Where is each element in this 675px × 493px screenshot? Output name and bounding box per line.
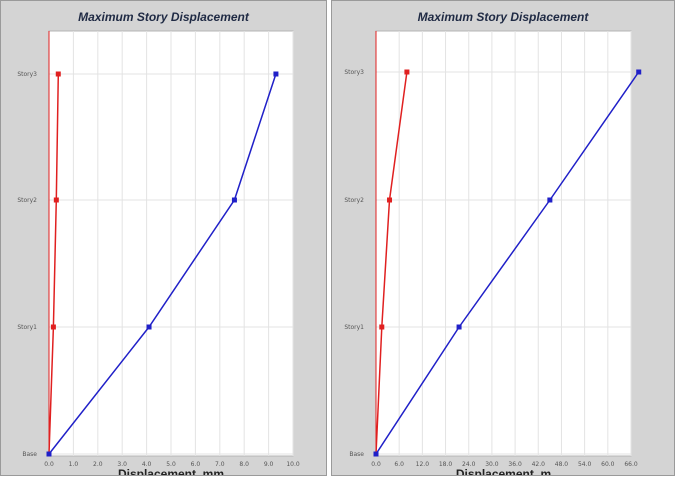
series-point-0 — [50, 324, 56, 330]
series-point-0 — [55, 71, 61, 77]
y-tick-label: Story1 — [344, 324, 364, 331]
series-point-1 — [547, 197, 553, 203]
x-tick-label: 10.0 — [286, 461, 300, 468]
x-tick-label: 42.0 — [532, 461, 546, 468]
chart-title: Maximum Story Displacement — [418, 10, 590, 24]
series-point-0 — [53, 197, 59, 203]
series-point-1 — [231, 197, 237, 203]
y-tick-label: Story3 — [344, 69, 364, 76]
x-tick-label: 4.0 — [142, 461, 152, 468]
chart-panel-right: Maximum Story Displacement 0.0 6.0 12.0 18.0… — [331, 0, 675, 476]
x-tick-label: 6.0 — [191, 461, 201, 468]
x-tick-label: 2.0 — [93, 461, 103, 468]
x-tick-label: 3.0 — [117, 461, 127, 468]
y-tick-label: Base — [22, 451, 37, 458]
x-tick-label: 48.0 — [555, 461, 569, 468]
x-tick-label: 8.0 — [239, 461, 249, 468]
series-point-0 — [404, 69, 410, 75]
x-tick-label: 54.0 — [578, 461, 592, 468]
x-axis-label: Displacement, m — [456, 467, 551, 475]
y-tick-label: Story1 — [17, 324, 37, 331]
x-tick-label: 7.0 — [215, 461, 225, 468]
x-tick-label: 9.0 — [264, 461, 274, 468]
y-tick-label: Story2 — [17, 197, 37, 204]
x-tick-label: 18.0 — [439, 461, 453, 468]
series-point-1 — [373, 451, 379, 457]
series-line-1 — [375, 71, 640, 455]
series-point-1 — [46, 451, 52, 457]
series-point-1 — [146, 324, 152, 330]
x-tick-label: 66.0 — [624, 461, 638, 468]
chart-svg-1: Maximum Story Displacement 0.0 6.0 12.0 18.0… — [344, 10, 642, 475]
x-axis-label: Displacement, mm — [118, 467, 224, 475]
x-tick-label: 6.0 — [394, 461, 404, 468]
y-tick-label: Base — [349, 451, 364, 458]
series-point-0 — [379, 324, 385, 330]
series-point-1 — [456, 324, 462, 330]
series-line-1 — [48, 73, 277, 455]
x-tick-label: 30.0 — [485, 461, 499, 468]
x-tick-label: 0.0 — [371, 461, 381, 468]
series-point-1 — [636, 69, 642, 75]
series-point-0 — [387, 197, 393, 203]
x-tick-label: 60.0 — [601, 461, 615, 468]
y-tick-label: Story3 — [17, 71, 37, 78]
x-tick-label: 24.0 — [462, 461, 476, 468]
plot-area — [375, 30, 632, 457]
chart-svg-0: Maximum Story Displacement 0.0 1.0 2.0 3.0 4.… — [17, 10, 300, 475]
x-tick-label: 36.0 — [508, 461, 522, 468]
x-tick-label: 5.0 — [166, 461, 176, 468]
x-tick-label: 1.0 — [69, 461, 79, 468]
x-tick-label: 12.0 — [416, 461, 430, 468]
series-point-1 — [273, 71, 279, 77]
series-line-0 — [48, 73, 60, 455]
y-tick-label: Story2 — [344, 197, 364, 204]
x-tick-label: 0.0 — [44, 461, 54, 468]
chart-panel-left: Maximum Story Displacement 0.0 1.0 2.0 3.0 4.… — [0, 0, 327, 476]
chart-title: Maximum Story Displacement — [78, 10, 250, 24]
series-line-0 — [375, 71, 408, 455]
